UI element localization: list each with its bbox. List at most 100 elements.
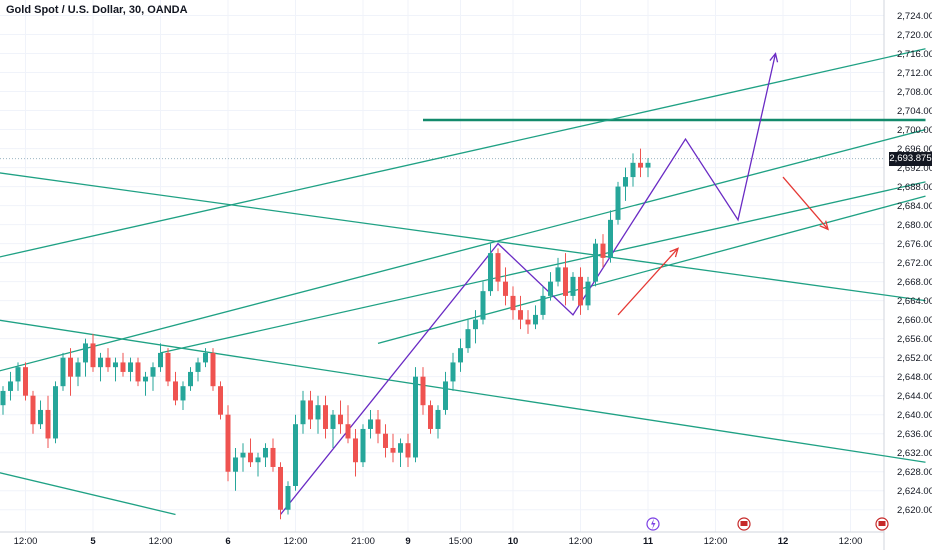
candle-body[interactable] xyxy=(278,466,283,510)
candle-body[interactable] xyxy=(23,367,28,396)
candle-body[interactable] xyxy=(315,405,321,420)
channel-line[interactable] xyxy=(0,472,176,516)
candle-body[interactable] xyxy=(420,376,426,406)
candle-body[interactable] xyxy=(53,386,58,439)
candle-body[interactable] xyxy=(255,457,261,463)
candle-body[interactable] xyxy=(263,447,268,458)
candle-body[interactable] xyxy=(308,400,313,420)
candle-body[interactable] xyxy=(210,352,216,387)
candle-body[interactable] xyxy=(225,414,231,472)
candle-body[interactable] xyxy=(218,386,223,415)
candle-body[interactable] xyxy=(293,424,298,486)
candle-body[interactable] xyxy=(300,400,306,425)
candle-body[interactable] xyxy=(593,243,598,282)
candle-body[interactable] xyxy=(98,357,103,368)
y-tick-label: 2,636.000 xyxy=(897,429,932,440)
candle-body[interactable] xyxy=(75,362,81,377)
candle-body[interactable] xyxy=(638,162,643,168)
candle-body[interactable] xyxy=(150,367,156,377)
channel-line[interactable] xyxy=(0,319,926,463)
candle-body[interactable] xyxy=(135,362,141,382)
candle-body[interactable] xyxy=(105,357,111,368)
projection-line[interactable] xyxy=(279,53,777,515)
candle-body[interactable] xyxy=(90,343,96,368)
candle-body[interactable] xyxy=(405,443,411,458)
alt_projection-line[interactable] xyxy=(782,176,829,230)
candle-body[interactable] xyxy=(533,314,538,325)
candle-body[interactable] xyxy=(398,443,403,453)
candle-body[interactable] xyxy=(413,376,418,458)
candle-body[interactable] xyxy=(473,319,478,330)
candle-body[interactable] xyxy=(233,457,238,472)
candle-body[interactable] xyxy=(113,362,118,368)
candle-body[interactable] xyxy=(128,362,133,372)
channel-line[interactable] xyxy=(160,181,926,354)
candle-body[interactable] xyxy=(195,362,201,372)
channel-line[interactable] xyxy=(0,128,926,372)
candle-body[interactable] xyxy=(83,343,88,363)
candle-body[interactable] xyxy=(248,452,253,463)
candle-body[interactable] xyxy=(0,390,6,406)
candle-body[interactable] xyxy=(158,352,163,368)
candle-body[interactable] xyxy=(503,281,508,296)
candle-body[interactable] xyxy=(518,310,523,320)
channel-line[interactable] xyxy=(0,48,926,258)
candle-body[interactable] xyxy=(360,428,366,463)
candle-body[interactable] xyxy=(338,414,343,425)
candle-body[interactable] xyxy=(585,281,591,306)
channel-line[interactable] xyxy=(377,195,926,345)
candle-body[interactable] xyxy=(623,177,628,187)
candle-body[interactable] xyxy=(8,381,13,391)
candle-body[interactable] xyxy=(525,319,531,325)
candle-body[interactable] xyxy=(390,447,396,453)
candle-body[interactable] xyxy=(510,295,516,311)
candle-body[interactable] xyxy=(368,419,373,429)
candle-body[interactable] xyxy=(143,376,148,382)
candle-body[interactable] xyxy=(323,405,328,429)
candle-body[interactable] xyxy=(120,362,126,372)
candle-body[interactable] xyxy=(270,447,276,467)
candle-body[interactable] xyxy=(68,357,73,377)
candle-body[interactable] xyxy=(173,381,178,401)
alt_projection-line[interactable] xyxy=(617,247,679,316)
candle-body[interactable] xyxy=(38,409,43,425)
candle-body[interactable] xyxy=(345,424,351,439)
candle-body[interactable] xyxy=(435,409,441,429)
candle-body[interactable] xyxy=(375,419,381,434)
candle-body[interactable] xyxy=(285,485,291,510)
candle-body[interactable] xyxy=(45,409,51,439)
candle-body[interactable] xyxy=(488,253,493,292)
candle-body[interactable] xyxy=(450,362,456,382)
candle-body[interactable] xyxy=(555,267,561,282)
candle-body[interactable] xyxy=(570,276,576,296)
candle-body[interactable] xyxy=(15,367,21,382)
candle-body[interactable] xyxy=(548,281,553,296)
candle-body[interactable] xyxy=(165,352,171,382)
candle-body[interactable] xyxy=(645,162,651,168)
candle-body[interactable] xyxy=(188,371,193,387)
candle-body[interactable] xyxy=(330,414,336,429)
candle-body[interactable] xyxy=(480,291,486,320)
candle-body[interactable] xyxy=(578,276,583,306)
candle-body[interactable] xyxy=(60,357,66,387)
candle-body[interactable] xyxy=(203,352,208,363)
candle-body[interactable] xyxy=(458,348,463,363)
candle-body[interactable] xyxy=(240,452,246,458)
candle-body[interactable] xyxy=(353,438,358,463)
channel-line[interactable] xyxy=(0,172,926,302)
candle-body[interactable] xyxy=(615,186,621,220)
candle-body[interactable] xyxy=(608,219,613,258)
candle-body[interactable] xyxy=(630,162,636,178)
candle-body[interactable] xyxy=(540,295,546,315)
candle-body[interactable] xyxy=(465,329,471,349)
candle-body[interactable] xyxy=(443,381,448,410)
candle-body[interactable] xyxy=(495,253,501,282)
candle-body[interactable] xyxy=(600,243,606,258)
candle-body[interactable] xyxy=(180,386,186,401)
candle-body[interactable] xyxy=(30,395,36,425)
candle-body[interactable] xyxy=(383,433,388,448)
candle-body[interactable] xyxy=(428,405,433,429)
candle-body[interactable] xyxy=(563,267,568,296)
